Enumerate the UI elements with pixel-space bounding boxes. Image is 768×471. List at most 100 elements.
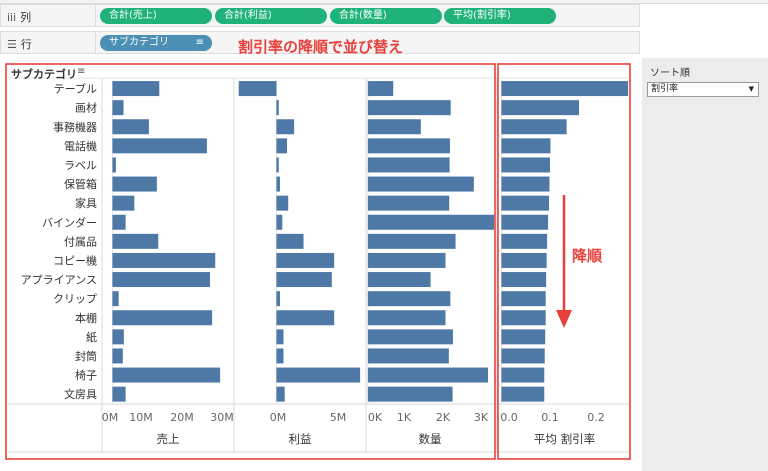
bar <box>501 81 629 97</box>
bar <box>367 272 431 288</box>
axis-title: 利益 <box>289 432 312 446</box>
bar <box>501 195 550 211</box>
bar-layer <box>112 81 629 402</box>
bar <box>276 214 283 230</box>
bar <box>276 310 335 326</box>
category-label: アプライアンス <box>21 274 97 287</box>
tick-label: 1K <box>397 411 412 424</box>
bar <box>501 100 580 116</box>
tick-label: 30M <box>210 411 234 424</box>
sort-order-selected: 割引率 <box>651 84 679 94</box>
bar <box>501 138 551 154</box>
bar <box>112 100 124 116</box>
bar-chart-viz[interactable]: テーブル画材事務機器電話機ラベル保管箱家具バインダー付属品コピー機アプライアンス… <box>0 60 640 471</box>
pill-subcategory[interactable]: サブカテゴリ ≡ <box>100 35 212 51</box>
bar <box>238 81 277 97</box>
bar <box>112 252 216 268</box>
rows-shelf-label: ☰ 行 <box>7 36 32 52</box>
bar <box>276 138 288 154</box>
pill-sum-profit[interactable]: 合計(利益) <box>215 8 327 24</box>
bar <box>501 272 547 288</box>
bar <box>112 310 213 326</box>
tick-label: 2K <box>436 411 451 424</box>
bar <box>276 119 295 135</box>
side-panel <box>642 58 768 471</box>
rows-icon: ☰ <box>7 37 17 51</box>
bar <box>112 119 149 135</box>
pill-subcategory-label: サブカテゴリ <box>109 37 169 48</box>
bar <box>112 348 123 364</box>
axis-title: 平均 割引率 <box>534 432 595 446</box>
bar <box>276 233 304 249</box>
category-label: 保管箱 <box>64 177 97 191</box>
highlight-box-discount <box>497 63 631 460</box>
shelf-divider <box>95 5 96 26</box>
columns-shelf-text: 列 <box>20 11 32 24</box>
bar <box>367 386 453 402</box>
bar <box>276 348 284 364</box>
axis-title: 数量 <box>419 432 442 446</box>
bar <box>112 157 116 173</box>
bar <box>367 252 446 268</box>
tick-label: 20M <box>170 411 194 424</box>
category-label: クリップ <box>53 293 97 306</box>
bar <box>367 291 451 307</box>
tick-label: 0M <box>270 411 287 424</box>
rows-shelf-text: 行 <box>20 38 32 51</box>
bar <box>367 367 489 383</box>
bar <box>367 100 451 116</box>
bar <box>367 214 494 230</box>
bar <box>367 348 449 364</box>
category-label: コピー機 <box>53 253 97 267</box>
category-label: ラベル <box>64 159 97 172</box>
bar <box>112 214 126 230</box>
bar <box>501 252 547 268</box>
bar <box>501 329 546 345</box>
tick-label: 5M <box>330 411 347 424</box>
bar <box>501 291 546 307</box>
row-header-title: サブカテゴリ <box>11 68 77 81</box>
tick-label: 10M <box>129 411 153 424</box>
bar <box>501 310 546 326</box>
category-label: 家具 <box>75 196 97 210</box>
descending-arrow-icon <box>556 310 572 328</box>
tick-label: 0.1 <box>541 411 559 424</box>
bar <box>112 81 160 97</box>
bar <box>501 386 545 402</box>
tick-label: 3K <box>474 411 489 424</box>
bar <box>367 195 450 211</box>
category-label: 電話機 <box>64 139 97 153</box>
pill-sum-sales[interactable]: 合計(売上) <box>100 8 212 24</box>
bar <box>276 272 332 288</box>
bar <box>276 252 335 268</box>
pill-avg-discount[interactable]: 平均(割引率) <box>444 8 556 24</box>
bar <box>367 157 450 173</box>
chevron-down-icon: ▼ <box>748 85 754 93</box>
bar <box>112 272 211 288</box>
annotation-headline: 割引率の降順で並び替え <box>238 38 404 56</box>
top-toolbar-strip <box>0 0 768 4</box>
bar <box>501 367 545 383</box>
rows-shelf[interactable]: ☰ 行 サブカテゴリ ≡ <box>0 31 640 54</box>
bar <box>501 214 549 230</box>
columns-shelf-label: iii 列 <box>7 9 31 25</box>
bar <box>112 386 126 402</box>
bar <box>367 81 394 97</box>
pill-sum-quantity[interactable]: 合計(数量) <box>330 8 442 24</box>
bar <box>276 195 289 211</box>
columns-shelf[interactable]: iii 列 合計(売上) 合計(利益) 合計(数量) 平均(割引率) <box>0 4 640 27</box>
highlight-box-main <box>5 63 496 460</box>
sort-order-title: ソート順 <box>650 68 690 79</box>
bar <box>501 233 548 249</box>
sort-order-dropdown[interactable]: 割引率 ▼ <box>647 82 759 97</box>
header-sort-icon[interactable]: ≡ <box>77 66 86 77</box>
bar <box>367 138 450 154</box>
bar <box>367 233 456 249</box>
bar <box>367 310 446 326</box>
bar <box>501 119 567 135</box>
category-label: 文房具 <box>64 387 97 401</box>
bar <box>276 386 285 402</box>
tick-label: 0K <box>368 411 383 424</box>
tick-label: 0.0 <box>500 411 518 424</box>
bar <box>276 367 361 383</box>
